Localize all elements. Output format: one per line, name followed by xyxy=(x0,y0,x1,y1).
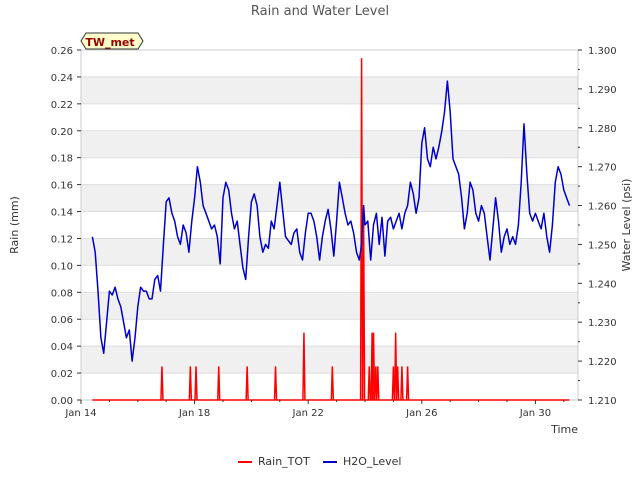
x-axis: Jan 14 Jan 18 Jan 22 Jan 26 Jan 30 xyxy=(64,400,565,419)
left-tick-label: 0.00 xyxy=(51,396,73,407)
right-tick-label: 1.230 xyxy=(588,318,617,329)
rain-spike xyxy=(330,366,335,401)
rain-spike xyxy=(273,366,278,401)
left-tick-label: 0.18 xyxy=(51,154,73,165)
left-axis: 0.00 0.02 0.04 0.06 0.08 0.10 0.12 0.14 0.16 0.18… xyxy=(51,46,81,407)
right-tick-label: 1.240 xyxy=(588,279,617,290)
rain-spike xyxy=(376,366,380,401)
badge-box xyxy=(80,32,144,50)
left-tick-label: 0.20 xyxy=(51,127,73,138)
rain-spike xyxy=(367,366,372,401)
x-axis-label: Time xyxy=(550,423,578,436)
left-tick-label: 0.22 xyxy=(51,100,73,111)
x-tick-label: Jan 22 xyxy=(292,408,324,419)
rain-spike xyxy=(393,332,398,401)
right-tick-label: 1.260 xyxy=(588,202,617,213)
left-tick-label: 0.16 xyxy=(51,181,73,192)
left-tick-label: 0.12 xyxy=(51,234,73,245)
background-bands xyxy=(81,76,578,374)
rain-spike xyxy=(302,332,306,401)
left-tick-label: 0.08 xyxy=(51,288,73,299)
rain-spike xyxy=(359,58,364,401)
left-tick-label: 0.26 xyxy=(51,46,73,57)
rain-spike xyxy=(400,366,404,401)
grid-band xyxy=(81,346,578,374)
x-tick-label: Jan 30 xyxy=(519,408,551,419)
water-level-line xyxy=(91,80,571,362)
left-tick-label: 0.14 xyxy=(51,208,73,219)
rain-spike xyxy=(395,366,400,401)
left-tick-label: 0.04 xyxy=(51,342,73,353)
rain-spike xyxy=(194,366,198,401)
left-tick-label: 0.02 xyxy=(51,369,73,380)
rain-spike xyxy=(188,366,193,401)
right-axis-label: Water Level (psi) xyxy=(620,179,633,272)
x-tick-label: Jan 18 xyxy=(178,408,210,419)
rain-spike xyxy=(371,332,376,401)
grid-band xyxy=(81,76,578,104)
right-tick-label: 1.290 xyxy=(588,85,617,96)
badge-label: TW_met xyxy=(85,36,134,49)
x-tick-label: Jan 14 xyxy=(64,408,96,419)
left-tick-label: 0.24 xyxy=(51,73,73,84)
left-axis-label: Rain (mm) xyxy=(8,196,21,254)
right-tick-label: 1.210 xyxy=(588,396,617,407)
badge: TW_met xyxy=(80,32,144,50)
right-tick-label: 1.280 xyxy=(588,124,617,135)
right-tick-label: 1.300 xyxy=(588,46,617,57)
right-tick-label: 1.250 xyxy=(588,240,617,251)
chart-title: Rain and Water Level xyxy=(251,4,389,19)
grid-band xyxy=(81,130,578,158)
rain-spike xyxy=(405,366,410,401)
right-tick-label: 1.220 xyxy=(588,357,617,368)
legend-water-label: H2O_Level xyxy=(343,455,401,468)
grid-band xyxy=(81,292,578,320)
rain-spike xyxy=(216,366,221,401)
rain-spike xyxy=(391,366,396,401)
grid-band xyxy=(81,184,578,212)
right-tick-label: 1.270 xyxy=(588,163,617,174)
legend-rain-label: Rain_TOT xyxy=(258,455,310,468)
left-tick-label: 0.06 xyxy=(51,315,73,326)
right-axis: 1.210 1.220 1.230 1.240 1.250 1.260 1.270 1.280… xyxy=(578,46,617,407)
left-tick-label: 0.10 xyxy=(51,261,73,272)
x-tick-label: Jan 26 xyxy=(405,408,437,419)
legend: Rain_TOT H2O_Level xyxy=(238,455,401,468)
water-series xyxy=(91,80,571,362)
rain-spike xyxy=(245,366,249,401)
rain-spike xyxy=(160,366,164,401)
